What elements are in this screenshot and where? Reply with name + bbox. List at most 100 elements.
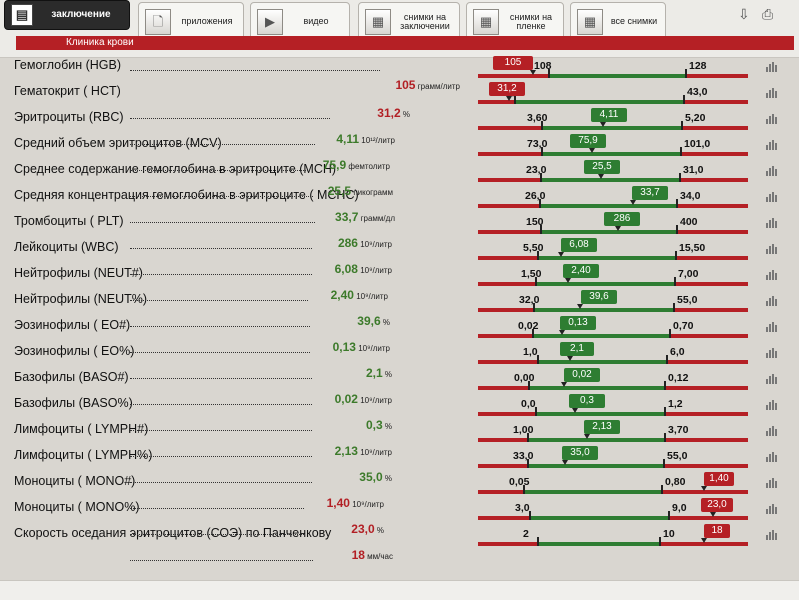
range-track bbox=[540, 178, 679, 182]
unit-label: фемтолитр bbox=[346, 162, 390, 171]
value-pointer bbox=[577, 304, 583, 309]
dotted-leader bbox=[130, 70, 380, 71]
history-chart-icon[interactable] bbox=[766, 244, 780, 254]
range-track bbox=[478, 308, 533, 312]
film-icon: ▦ bbox=[473, 9, 499, 35]
test-value: 2,13 10⁹/литр bbox=[334, 444, 392, 458]
dotted-leader bbox=[130, 300, 308, 301]
history-chart-icon[interactable] bbox=[766, 270, 780, 280]
test-value: 25,5 пикограмм bbox=[327, 184, 393, 198]
report-icon: ▤ bbox=[11, 4, 33, 26]
history-chart-icon[interactable] bbox=[766, 400, 780, 410]
range-track bbox=[478, 334, 532, 338]
high-tick bbox=[680, 147, 682, 156]
dotted-leader bbox=[130, 274, 312, 275]
tab-blood-clinic[interactable]: Клиника крови bbox=[16, 36, 794, 50]
ref-high: 55,0 bbox=[677, 294, 698, 306]
shots-conclusion-button[interactable]: ▦ снимки на заключении bbox=[358, 2, 460, 42]
low-tick bbox=[527, 433, 529, 442]
history-chart-icon[interactable] bbox=[766, 504, 780, 514]
dotted-leader bbox=[130, 560, 313, 561]
value-badge: 31,2 bbox=[489, 82, 525, 96]
unit-label: мм/час bbox=[364, 552, 393, 561]
history-chart-icon[interactable] bbox=[766, 530, 780, 540]
result-row: Базофилы (BASO#) 2,1 % 0,00 0,12 0,02 bbox=[0, 366, 799, 394]
unit-label: % bbox=[380, 318, 390, 327]
history-chart-icon[interactable] bbox=[766, 166, 780, 176]
print-icon[interactable]: ⎙ bbox=[762, 6, 774, 22]
value-pointer bbox=[600, 122, 606, 127]
range-track bbox=[675, 256, 748, 260]
value-badge: 286 bbox=[604, 212, 640, 226]
test-value: 2,1 % bbox=[365, 366, 392, 380]
history-chart-icon[interactable] bbox=[766, 88, 780, 98]
result-row: Лейкоциты (WBC) 286 10⁹/литр 5,50 15,50 6,08 bbox=[0, 236, 799, 264]
video-button[interactable]: ▶ видео bbox=[250, 2, 350, 42]
test-value: 0,13 10⁹/литр bbox=[332, 340, 390, 354]
unit-label: % bbox=[382, 422, 392, 431]
range-track bbox=[537, 542, 659, 546]
history-chart-icon[interactable] bbox=[766, 322, 780, 332]
ref-high: 34,0 bbox=[680, 190, 701, 202]
toolbar: ▤ заключение 🗋 приложения ▶ видео ▦ сним… bbox=[0, 0, 799, 58]
high-tick bbox=[659, 537, 661, 546]
test-name: Нейтрофилы (NEUT%) bbox=[14, 292, 148, 306]
history-chart-icon[interactable] bbox=[766, 426, 780, 436]
range-track bbox=[666, 360, 748, 364]
history-chart-icon[interactable] bbox=[766, 192, 780, 202]
history-chart-icon[interactable] bbox=[766, 348, 780, 358]
range-track bbox=[478, 438, 527, 442]
history-chart-icon[interactable] bbox=[766, 478, 780, 488]
test-name: Лимфоциты ( LYMPH#) bbox=[14, 422, 149, 436]
range-track bbox=[478, 386, 528, 390]
value-badge: 25,5 bbox=[584, 160, 620, 174]
value-pointer bbox=[701, 538, 707, 543]
apps-button[interactable]: 🗋 приложения bbox=[138, 2, 244, 42]
value-pointer bbox=[567, 356, 573, 361]
unit-label: 10⁹/литр bbox=[357, 396, 392, 405]
ref-low: 150 bbox=[526, 216, 544, 228]
test-value: 4,11 10¹²/литр bbox=[336, 132, 395, 146]
high-tick bbox=[663, 459, 665, 468]
dotted-leader bbox=[130, 508, 304, 509]
test-name: Лейкоциты (WBC) bbox=[14, 240, 119, 254]
result-row: Среднее содержание гемоглобина в эритроц… bbox=[0, 158, 799, 186]
ref-high: 128 bbox=[689, 60, 707, 72]
value-badge: 6,08 bbox=[561, 238, 597, 252]
low-tick bbox=[514, 95, 516, 104]
history-chart-icon[interactable] bbox=[766, 114, 780, 124]
range-track bbox=[676, 230, 748, 234]
range-track bbox=[532, 334, 669, 338]
ref-low: 32,0 bbox=[519, 294, 540, 306]
history-chart-icon[interactable] bbox=[766, 296, 780, 306]
history-chart-icon[interactable] bbox=[766, 62, 780, 72]
test-value: 0,02 10⁹/литр bbox=[334, 392, 392, 406]
value-pointer bbox=[630, 200, 636, 205]
result-row: Скорость оседания эритроцитов (СОЭ) по П… bbox=[0, 522, 799, 550]
result-row: Гематокрит ( HCT)35,043,031,2 bbox=[0, 82, 799, 108]
conclusion-button[interactable]: ▤ заключение bbox=[4, 0, 130, 30]
test-name: Эритроциты (RBC) bbox=[14, 110, 124, 124]
range-track bbox=[528, 386, 664, 390]
unit-label: % bbox=[374, 526, 384, 535]
range-track bbox=[661, 490, 748, 494]
value-pointer bbox=[584, 434, 590, 439]
test-name: Моноциты ( MONO#) bbox=[14, 474, 136, 488]
ref-low: 1,00 bbox=[513, 424, 534, 436]
history-chart-icon[interactable] bbox=[766, 218, 780, 228]
range-track bbox=[478, 412, 535, 416]
value-badge: 2,1 bbox=[560, 342, 594, 356]
history-chart-icon[interactable] bbox=[766, 452, 780, 462]
history-chart-icon[interactable] bbox=[766, 140, 780, 150]
high-tick bbox=[666, 355, 668, 364]
dotted-leader bbox=[130, 248, 312, 249]
history-chart-icon[interactable] bbox=[766, 374, 780, 384]
test-name: Гемоглобин (HGB) bbox=[14, 58, 122, 72]
range-track bbox=[664, 412, 748, 416]
download-icon[interactable]: ⇩ bbox=[738, 6, 750, 22]
value-badge: 0,02 bbox=[564, 368, 600, 382]
test-value: 23,0 % bbox=[351, 522, 384, 536]
low-tick bbox=[528, 381, 530, 390]
dotted-leader bbox=[130, 430, 312, 431]
all-shots-button[interactable]: ▦ все снимки bbox=[570, 2, 666, 42]
